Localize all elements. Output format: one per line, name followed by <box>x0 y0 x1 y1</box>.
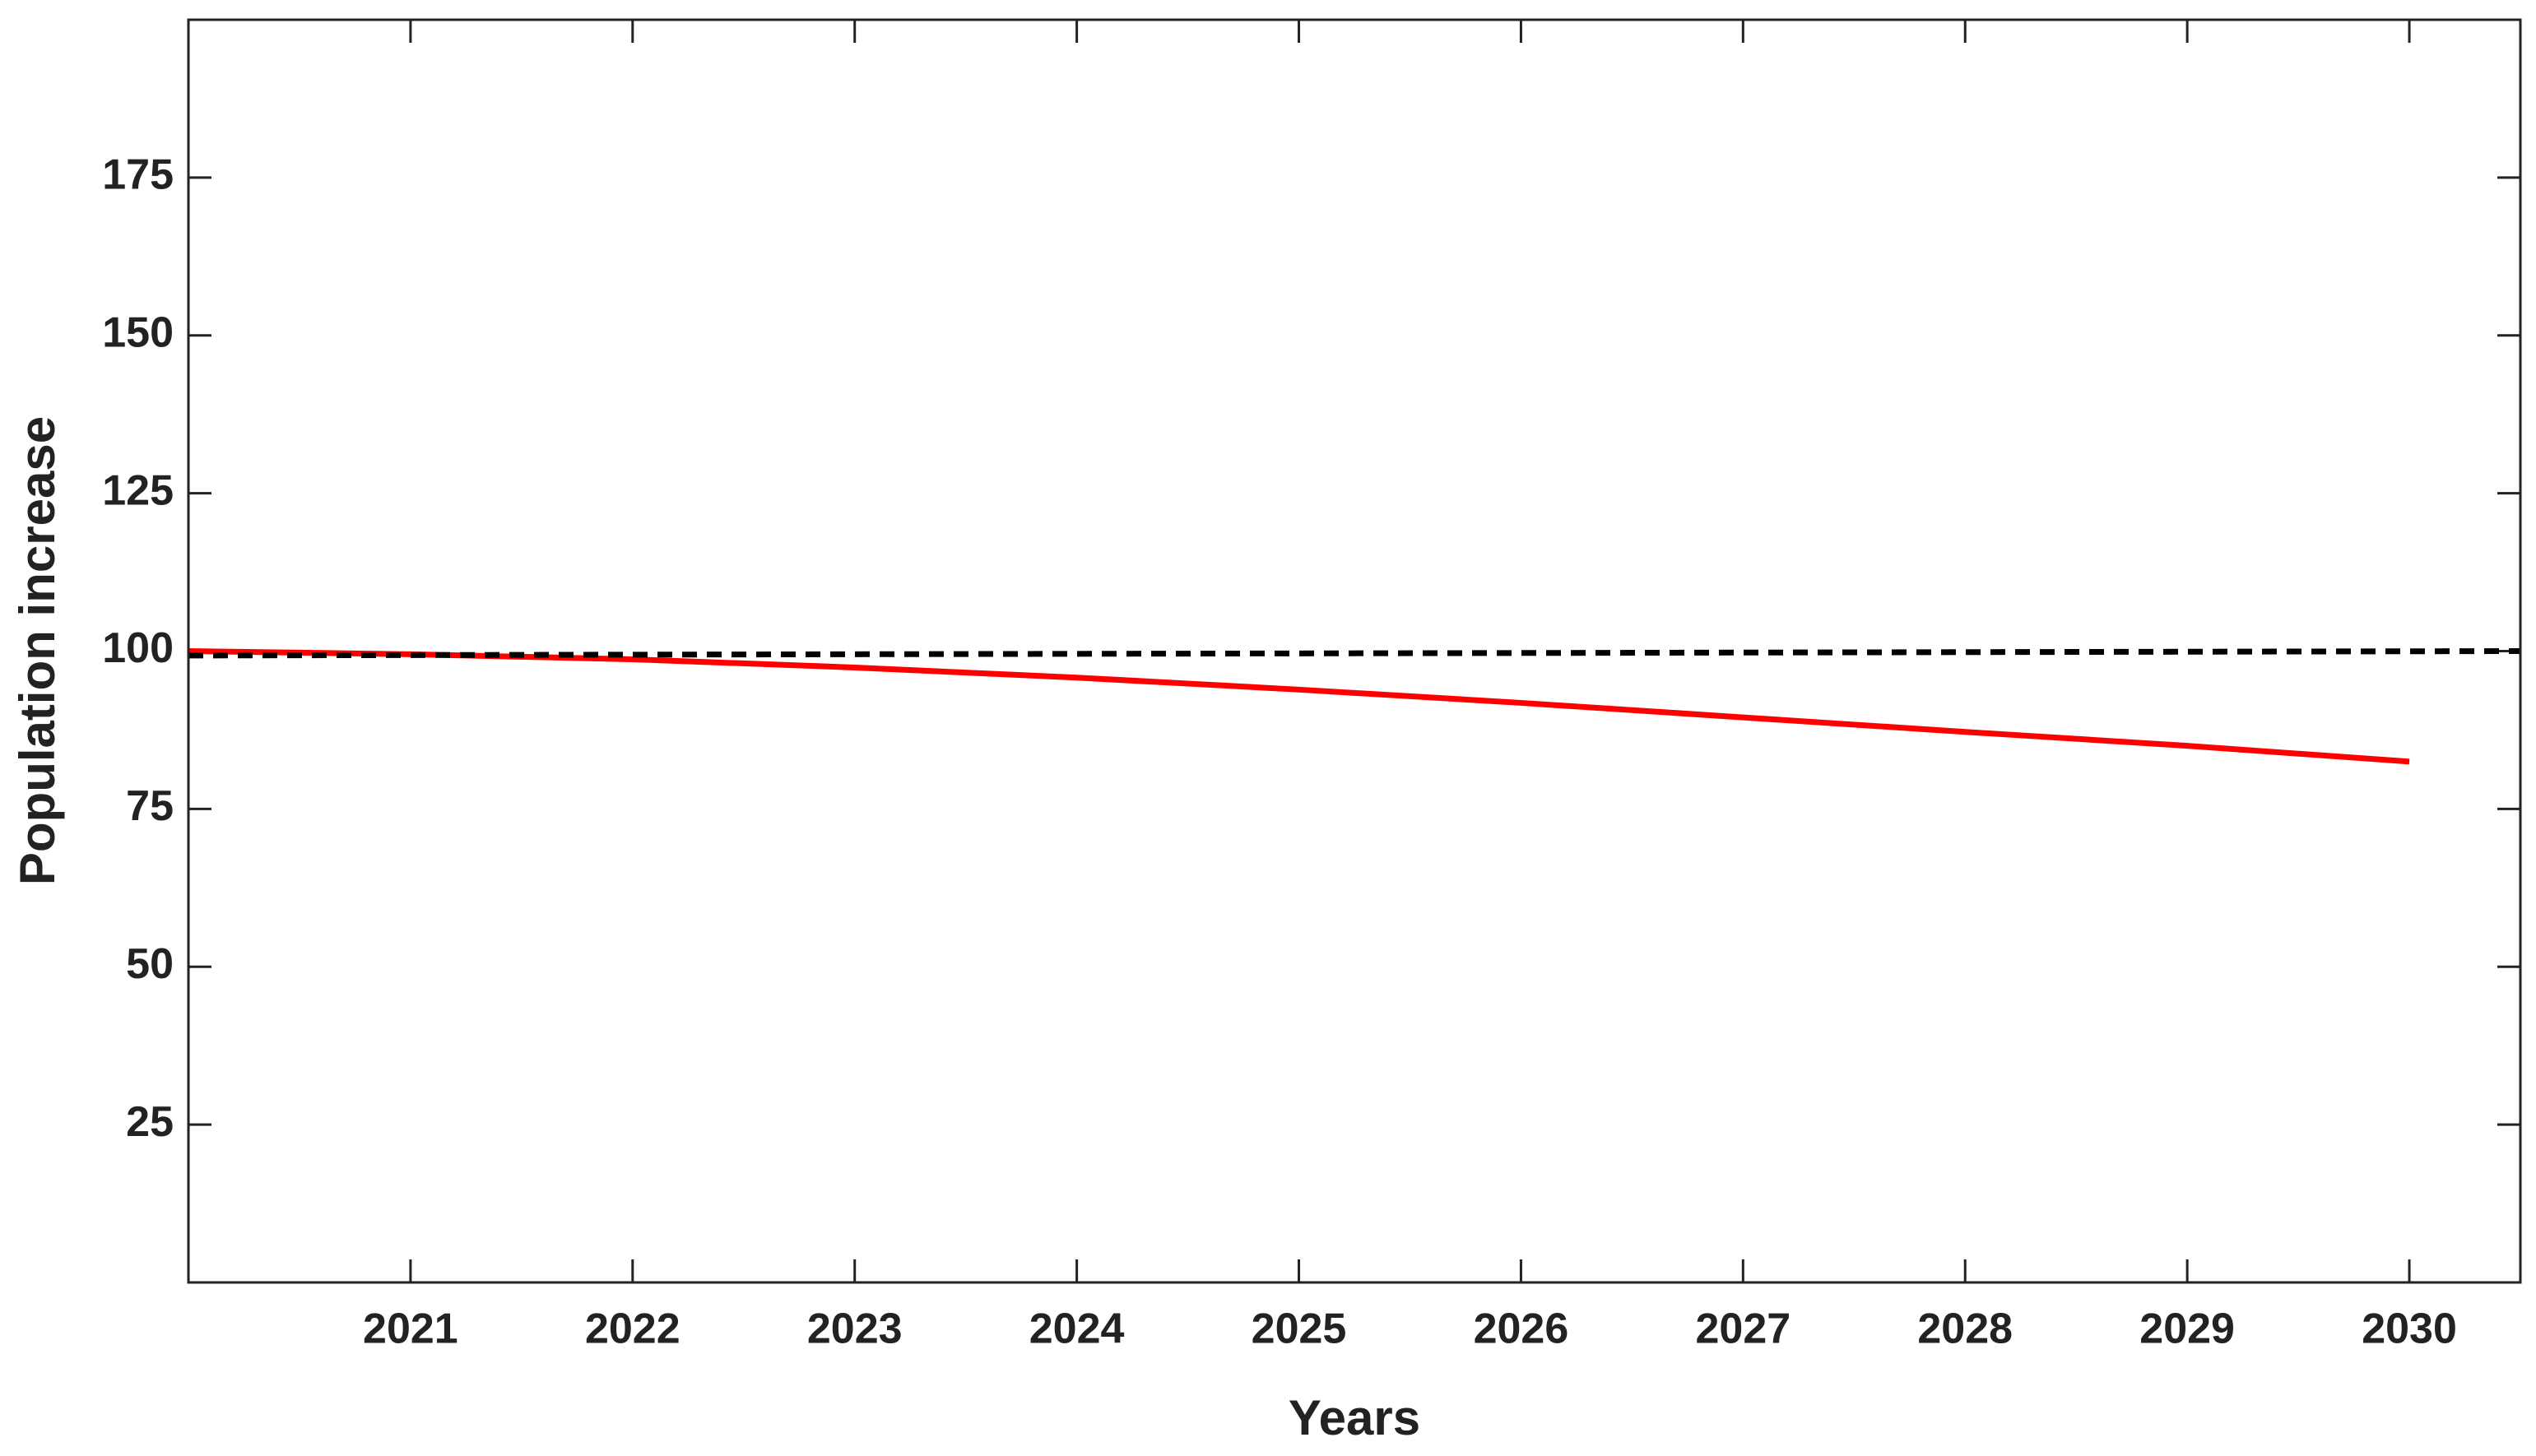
y-tick-label: 25 <box>126 1098 174 1146</box>
x-tick-label: 2025 <box>1252 1305 1347 1353</box>
data-line <box>188 648 2410 765</box>
y-tick-label: 175 <box>102 151 174 199</box>
x-tick-label: 2023 <box>807 1305 903 1353</box>
plot-frame <box>187 18 2522 1284</box>
y-tick-label: 150 <box>102 308 174 356</box>
data-line <box>188 648 2521 659</box>
y-tick-label: 50 <box>126 940 174 988</box>
x-axis-label: Years <box>1289 1390 1420 1445</box>
y-axis-label: Population increase <box>10 416 65 885</box>
x-tick-label: 2026 <box>1474 1305 1569 1353</box>
x-tick-label: 2028 <box>1917 1305 2013 1353</box>
x-tick-label: 2024 <box>1029 1305 1125 1353</box>
y-tick-label: 75 <box>126 782 174 830</box>
x-tick-label: 2029 <box>2139 1305 2235 1353</box>
x-tick-label: 2021 <box>363 1305 458 1353</box>
x-tick-label: 2022 <box>585 1305 680 1353</box>
x-tick-label: 2030 <box>2362 1305 2457 1353</box>
y-tick-label: 125 <box>102 466 174 514</box>
x-tick-label: 2027 <box>1695 1305 1791 1353</box>
y-tick-label: 100 <box>102 624 174 672</box>
